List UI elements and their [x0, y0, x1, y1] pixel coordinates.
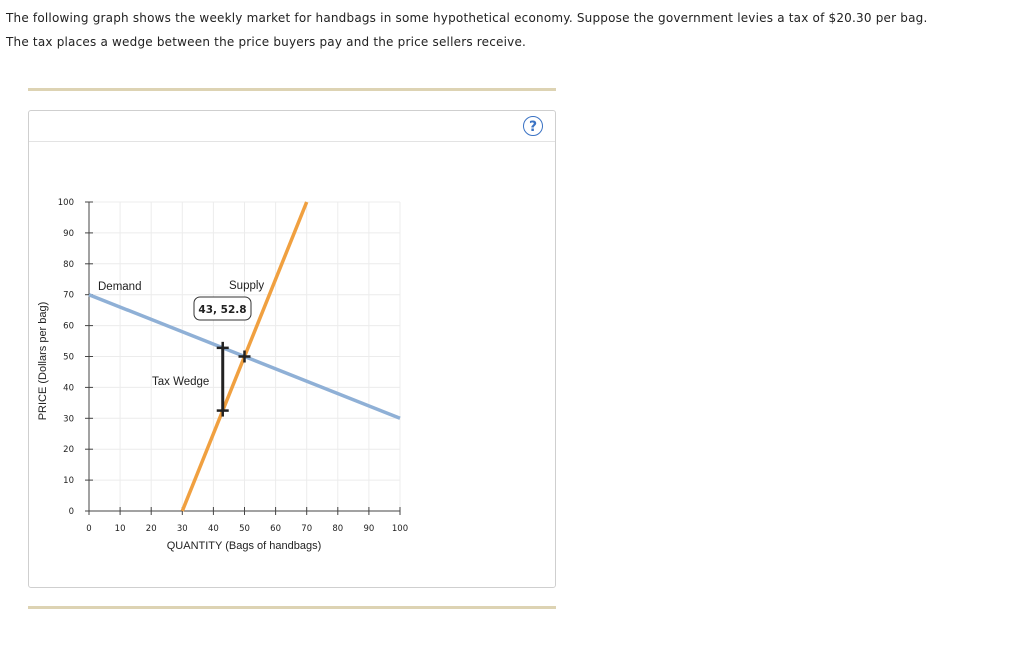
- y-tick-label: 40: [63, 383, 74, 393]
- equilibrium-marker: [238, 350, 251, 363]
- x-tick-label: 100: [392, 524, 408, 534]
- help-icon[interactable]: ?: [523, 116, 543, 136]
- x-tick-label: 80: [332, 524, 343, 534]
- divider-top: [28, 88, 556, 91]
- y-tick-label: 100: [58, 198, 74, 208]
- x-axis-title: QUANTITY (Bags of handbags): [167, 540, 321, 552]
- supply-label: Supply: [229, 280, 264, 292]
- x-tick-label: 10: [115, 524, 126, 534]
- panel-header-divider: [29, 141, 555, 142]
- x-tick-label: 40: [208, 524, 219, 534]
- grid: [89, 201, 401, 511]
- x-tick-label: 60: [270, 524, 281, 534]
- y-tick-label: 10: [63, 476, 74, 486]
- x-tick-label: 70: [301, 524, 312, 534]
- x-tick-label: 20: [146, 524, 157, 534]
- y-tick-label: 20: [63, 445, 74, 455]
- y-tick-label: 60: [63, 322, 74, 332]
- seller-price-marker: [216, 404, 229, 417]
- question-text-line-1: The following graph shows the weekly mar…: [6, 11, 928, 25]
- market-chart[interactable]: 0 10 20 30 40 50 60 70 80 90 100 0 10 20 30 40 50 60 70 80 9…: [29, 111, 555, 587]
- y-tick-label: 0: [69, 507, 74, 517]
- y-tick-label: 50: [63, 353, 74, 363]
- x-tick-label: 90: [363, 524, 374, 534]
- y-tick-label: 80: [63, 260, 74, 270]
- labels: QUANTITY (Bags of handbags) PRICE (Dolla…: [37, 280, 321, 552]
- x-tick-label: 30: [177, 524, 188, 534]
- buyer-price-marker: [216, 341, 229, 354]
- tax-wedge-label: Tax Wedge: [152, 376, 209, 388]
- y-tick-label: 70: [63, 291, 74, 301]
- demand-label: Demand: [98, 281, 141, 293]
- question-text-line-2: The tax places a wedge between the price…: [6, 35, 527, 49]
- y-tick-label: 90: [63, 229, 74, 239]
- graph-panel: ? 0 10 20 30 40 50 60 70 80 90 100 0 10 20 30 40 50 60 70 8…: [28, 110, 556, 588]
- tax-wedge: [216, 341, 251, 417]
- value-tooltip: 43, 52.8: [193, 296, 252, 321]
- y-tick-label: 30: [63, 414, 74, 424]
- tooltip-text: 43, 52.8: [198, 304, 246, 316]
- tooltip-box: [193, 296, 252, 321]
- y-axis-title: PRICE (Dollars per bag): [37, 302, 49, 421]
- axes: 0 10 20 30 40 50 60 70 80 90 100 0 10 20 30 40 50 60 70 80 9…: [58, 198, 408, 534]
- divider-bottom: [28, 606, 556, 609]
- x-tick-label: 50: [239, 524, 250, 534]
- x-tick-label: 0: [86, 524, 91, 534]
